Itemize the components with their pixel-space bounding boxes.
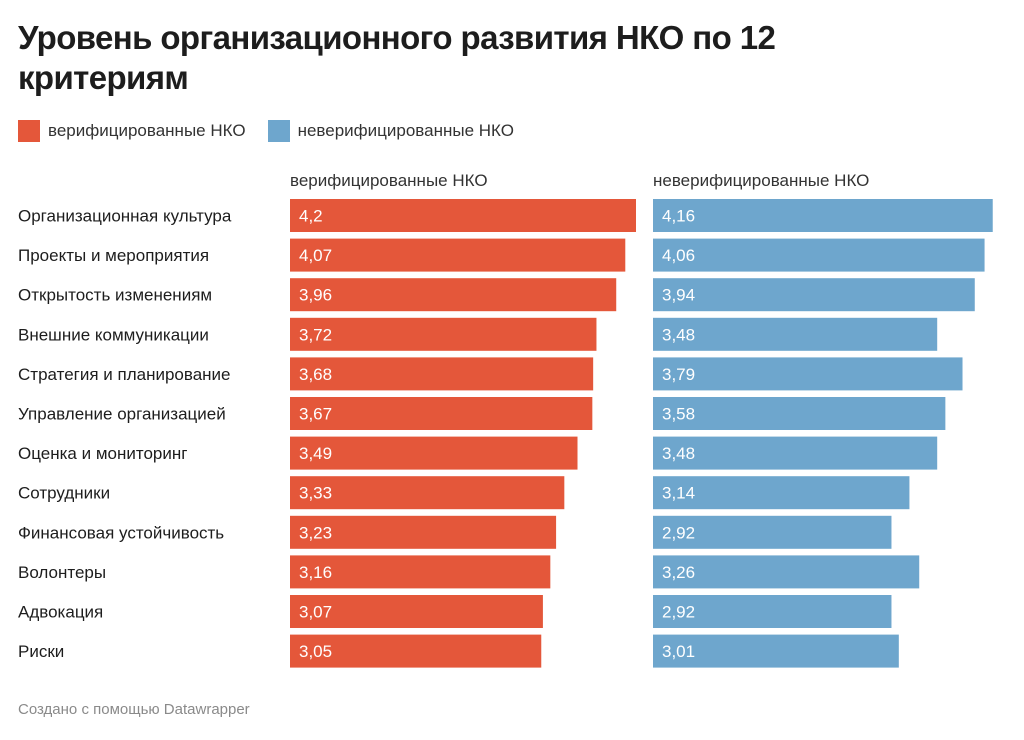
bar-value-label: 3,05: [299, 642, 332, 661]
bar-verified: [290, 595, 543, 628]
legend-swatch-unverified: [267, 120, 290, 142]
bar-unverified: [653, 515, 892, 549]
bar-value-label: 4,16: [662, 207, 695, 226]
bar-chart: верифицированные НКО неверифицированные Н…: [18, 171, 993, 668]
category-label: Финансовая устойчивость: [18, 523, 224, 542]
bar-verified: [290, 238, 626, 272]
bar-value-label: 3,96: [299, 286, 332, 305]
legend-label-verified: верифицированные НКО: [48, 121, 246, 140]
category-label: Проекты и мероприятия: [18, 246, 209, 265]
panel-header-1: неверифицированные НКО: [653, 171, 869, 190]
bar-unverified: [653, 595, 892, 628]
bar-value-label: 3,01: [662, 642, 695, 661]
bar-value-label: 3,94: [662, 286, 695, 305]
bar-verified: [290, 199, 636, 232]
bar-value-label: 3,72: [299, 325, 332, 344]
bar-unverified: [653, 397, 946, 430]
bar-value-label: 3,79: [662, 365, 695, 384]
chart-title: Уровень организационного развития НКО по…: [18, 19, 776, 96]
legend-label-unverified: неверифицированные НКО: [297, 121, 514, 140]
bar-value-label: 3,07: [299, 603, 332, 622]
category-label: Риски: [18, 642, 64, 661]
bar-value-label: 3,48: [662, 325, 695, 344]
bar-value-label: 4,06: [662, 246, 695, 265]
legend-item-unverified: неверифицированные НКО: [267, 120, 514, 142]
panel-header-0: верифицированные НКО: [290, 171, 488, 190]
bar-value-label: 2,92: [662, 523, 695, 542]
bar-unverified: [653, 476, 910, 510]
bar-value-label: 4,07: [299, 246, 332, 265]
bar-value-label: 3,49: [299, 444, 332, 463]
category-label: Внешние коммуникации: [18, 325, 209, 344]
bar-value-label: 2,92: [662, 603, 695, 622]
bar-verified: [290, 278, 617, 312]
category-label: Управление организацией: [18, 405, 226, 424]
category-label: Организационная культура: [18, 207, 232, 226]
bar-value-label: 3,26: [662, 563, 695, 582]
bar-unverified: [653, 199, 993, 232]
category-label: Волонтеры: [18, 563, 106, 582]
footer-credit: Создано с помощью Datawrapper: [18, 701, 250, 718]
bar-unverified: [653, 634, 899, 668]
bar-unverified: [653, 357, 963, 391]
category-label: Адвокация: [18, 603, 103, 622]
bar-verified: [290, 634, 542, 668]
bar-value-label: 3,67: [299, 405, 332, 424]
bar-verified: [290, 436, 578, 470]
bar-value-label: 3,14: [662, 484, 695, 503]
bar-verified: [290, 357, 594, 391]
bar-unverified: [653, 317, 938, 351]
bar-verified: [290, 397, 593, 430]
bar-value-label: 3,48: [662, 444, 695, 463]
bar-value-label: 3,23: [299, 523, 332, 542]
legend: верифицированные НКО неверифицированные …: [18, 120, 536, 142]
bar-unverified: [653, 436, 938, 470]
legend-item-verified: верифицированные НКО: [18, 120, 246, 142]
legend-swatch-verified: [18, 120, 40, 142]
bar-verified: [290, 515, 557, 549]
bar-unverified: [653, 555, 920, 589]
bar-value-label: 3,58: [662, 405, 695, 424]
category-label: Стратегия и планирование: [18, 365, 231, 384]
bar-value-label: 4,2: [299, 207, 323, 226]
bar-value-label: 3,68: [299, 365, 332, 384]
bar-unverified: [653, 278, 975, 312]
bar-verified: [290, 476, 565, 510]
bar-verified: [290, 555, 551, 589]
bar-unverified: [653, 238, 985, 272]
category-label: Сотрудники: [18, 484, 110, 503]
category-label: Открытость изменениям: [18, 286, 212, 305]
bar-value-label: 3,33: [299, 484, 332, 503]
bar-value-label: 3,16: [299, 563, 332, 582]
category-label: Оценка и мониторинг: [18, 444, 187, 463]
bar-verified: [290, 317, 597, 351]
